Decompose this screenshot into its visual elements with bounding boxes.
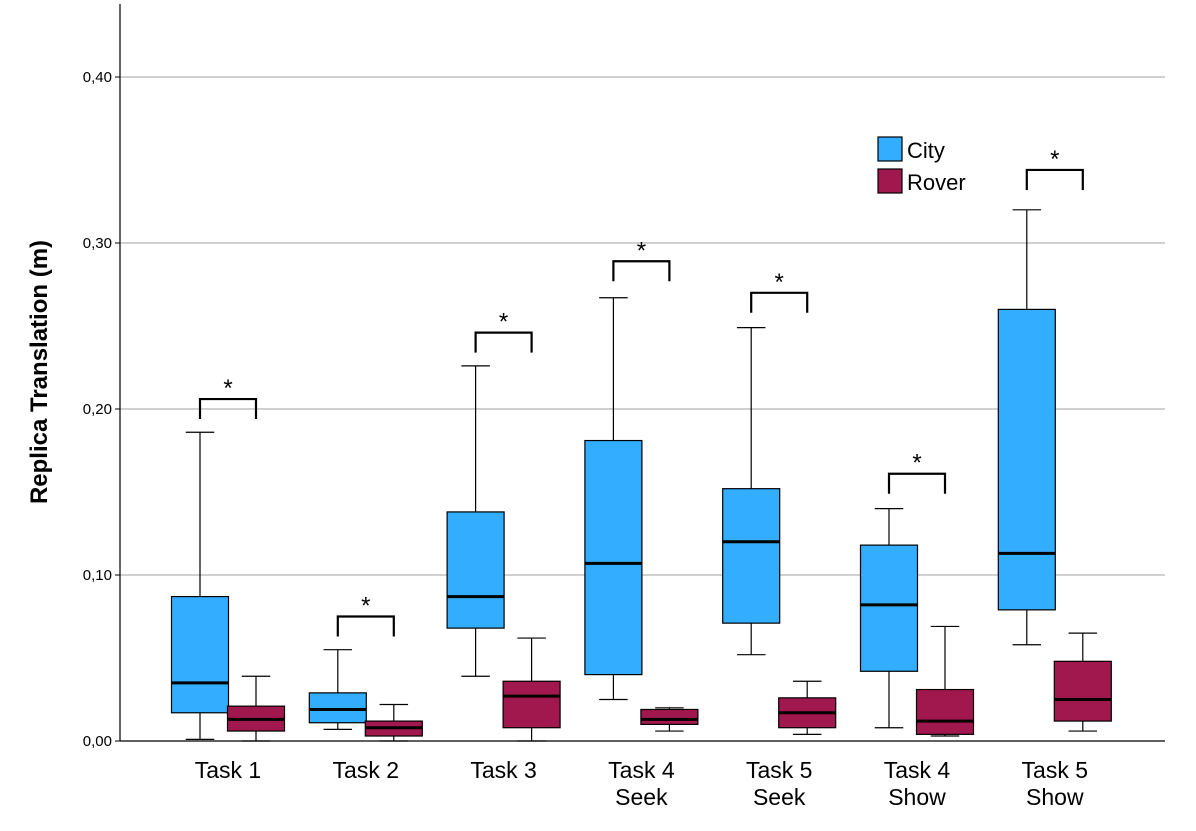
significance-bracket: [336, 615, 395, 637]
legend: City Rover: [877, 136, 966, 195]
legend-label-city: City: [907, 138, 945, 163]
y-tick-label: 0,10: [83, 567, 112, 584]
y-tick-label: 0,30: [83, 235, 112, 252]
x-tick-label: Task 5: [746, 757, 812, 783]
box-rover: [502, 637, 561, 742]
box-iqr: [584, 439, 643, 676]
box-city: [308, 649, 367, 730]
significance-bracket: [612, 260, 671, 282]
x-tick-label: Task 2: [333, 757, 399, 783]
box-rover: [640, 707, 699, 732]
box-iqr: [997, 308, 1056, 611]
x-tick-label-line2: Seek: [615, 784, 668, 810]
box-iqr: [859, 544, 919, 672]
boxes: [170, 209, 1112, 742]
box-rover: [1053, 632, 1112, 732]
significance-star: *: [775, 269, 784, 296]
significance-star: *: [499, 309, 508, 336]
legend-swatch-rover: [877, 168, 903, 194]
box-city: [859, 508, 919, 729]
y-tick-label: 0,20: [83, 401, 112, 418]
legend-label-rover: Rover: [907, 170, 966, 195]
x-tick-label: Task 3: [470, 757, 536, 783]
significance-star: *: [361, 593, 370, 620]
significance-star: *: [1050, 146, 1059, 173]
significance-brackets: * * * * * * *: [198, 146, 1084, 637]
y-axis-label: Replica Translation (m): [26, 240, 53, 504]
x-tick-label: Task 4: [884, 757, 951, 783]
legend-swatch-city: [877, 136, 903, 162]
box-rover: [226, 675, 286, 742]
x-tick-label-line2: Show: [888, 784, 946, 810]
box-rover: [915, 625, 975, 737]
x-tick-label-line2: Seek: [753, 784, 806, 810]
x-tick-label: Task 4: [608, 757, 675, 783]
box-iqr: [722, 488, 781, 624]
x-tick-label: Task 1: [195, 757, 261, 783]
box-iqr: [640, 708, 699, 726]
y-tick-label: 0,40: [83, 69, 112, 86]
box-iqr: [502, 680, 561, 729]
significance-bracket: [750, 291, 809, 313]
box-iqr: [446, 511, 505, 629]
significance-bracket: [1025, 168, 1084, 190]
box-iqr: [170, 595, 230, 714]
significance-bracket: [887, 472, 947, 494]
box-city: [446, 365, 505, 677]
significance-bracket: [474, 331, 533, 353]
box-city: [584, 297, 643, 701]
box-rover: [778, 680, 837, 735]
box-city: [997, 209, 1056, 646]
axes: [119, 4, 1165, 742]
significance-star: *: [912, 450, 921, 477]
x-tick-label: Task 5: [1022, 757, 1088, 783]
y-tick-label: 0,00: [83, 733, 112, 750]
box-city: [170, 431, 230, 740]
significance-star: *: [223, 375, 232, 402]
significance-star: *: [637, 237, 646, 264]
significance-bracket: [198, 397, 258, 420]
x-tick-label-line2: Show: [1026, 784, 1084, 810]
box-iqr: [1053, 660, 1112, 722]
box-iqr: [915, 688, 975, 735]
box-rover: [364, 703, 423, 742]
box-iqr: [308, 692, 367, 724]
y-tick-labels: 0,00 0,10 0,20 0,30 0,40: [83, 69, 120, 750]
box-city: [722, 327, 781, 656]
